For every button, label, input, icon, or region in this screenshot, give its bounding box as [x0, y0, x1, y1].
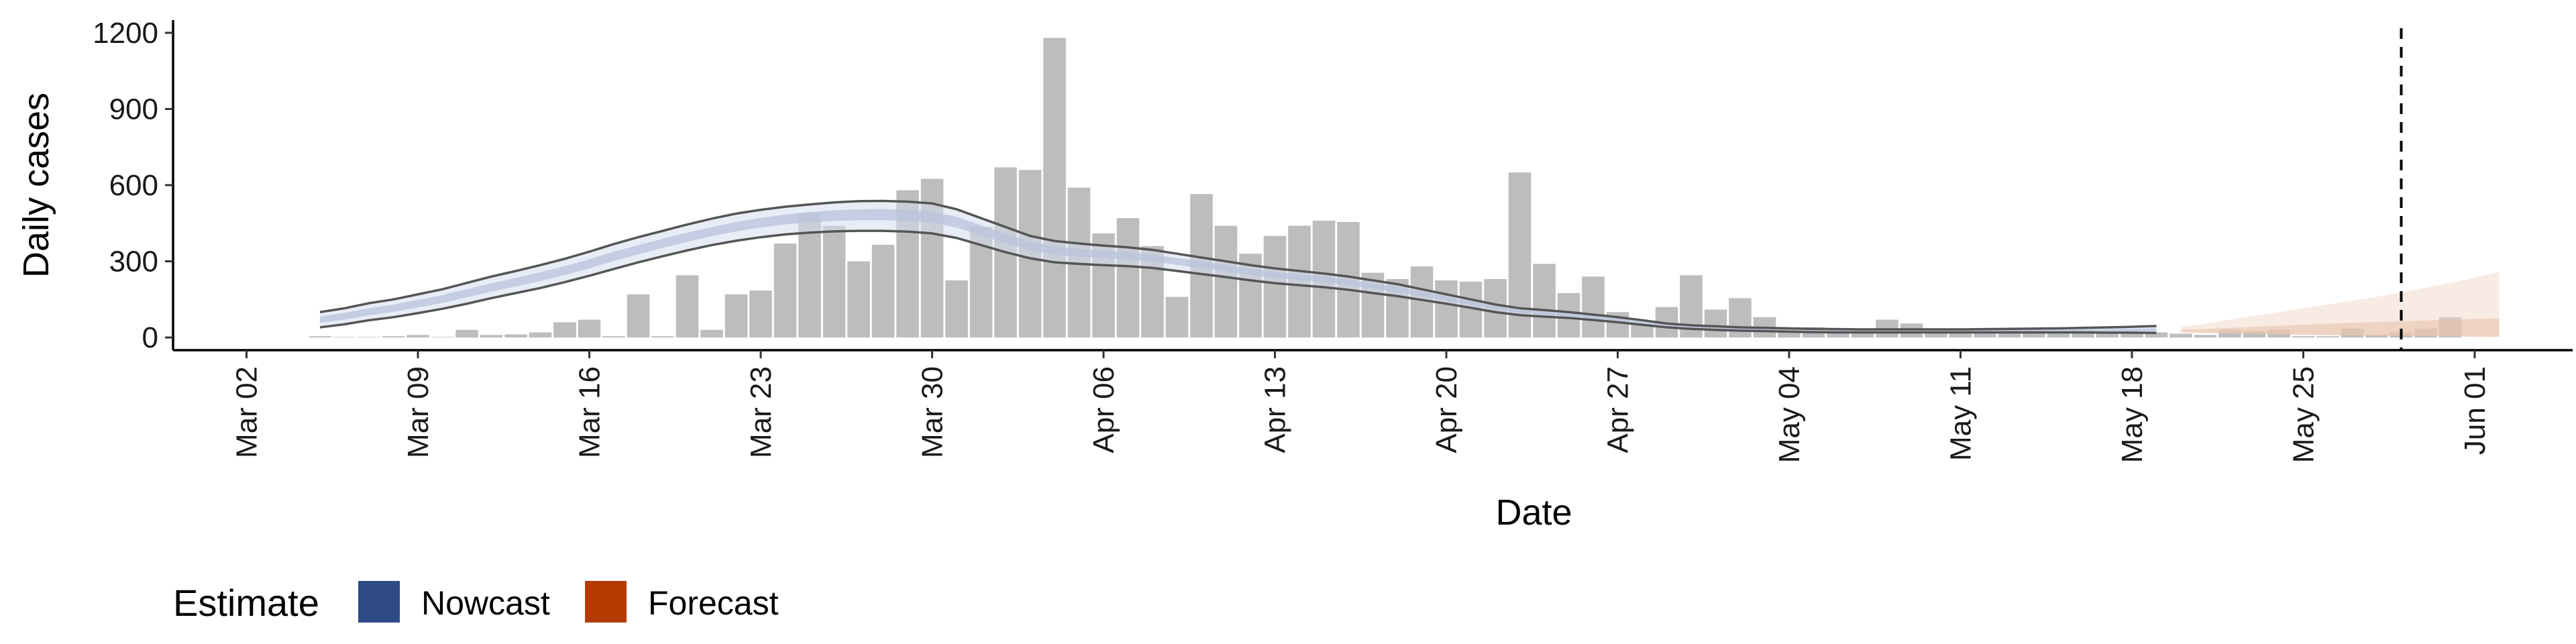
- x-tick-label: May 04: [1773, 366, 1806, 463]
- y-axis-title: Daily cases: [16, 93, 56, 278]
- x-tick-label: Mar 02: [231, 366, 264, 458]
- nowcast-inner-band: [320, 209, 2157, 332]
- bar: [651, 336, 674, 338]
- bar: [480, 335, 503, 338]
- bar: [822, 225, 846, 338]
- bar: [504, 334, 527, 338]
- bar: [2047, 331, 2070, 338]
- bar: [2218, 329, 2241, 338]
- x-tick-label: Mar 16: [574, 366, 606, 458]
- bar: [627, 294, 650, 338]
- bar: [1435, 280, 1458, 338]
- bar: [1631, 325, 1654, 338]
- bar: [1949, 329, 1972, 338]
- bar: [2121, 332, 2143, 338]
- bar: [1165, 297, 1189, 338]
- x-tick-label: Apr 27: [1602, 366, 1635, 453]
- bar: [1043, 38, 1066, 338]
- bar: [1925, 329, 1947, 338]
- y-tick-label: 0: [142, 321, 158, 354]
- bar: [773, 244, 797, 338]
- bar: [2194, 335, 2217, 338]
- bar: [1582, 276, 1605, 338]
- x-tick-label: May 18: [2116, 366, 2149, 463]
- bar: [2072, 332, 2094, 338]
- x-tick-label: Jun 01: [2459, 366, 2491, 455]
- bar: [1998, 329, 2021, 338]
- bar: [1214, 225, 1238, 338]
- bar: [2169, 333, 2192, 338]
- bar: [724, 294, 748, 338]
- y-tick-label: 1200: [93, 17, 158, 50]
- bar: [2243, 331, 2266, 338]
- bar: [2365, 335, 2388, 338]
- nowcast-upper-line: [319, 199, 2157, 331]
- nowcast-outer-band: [320, 201, 2157, 333]
- legend-label-forecast: Forecast: [648, 584, 779, 622]
- bar: [2145, 332, 2168, 338]
- bar: [553, 322, 576, 338]
- bands-layer: [319, 28, 2500, 350]
- bar: [407, 335, 429, 338]
- bar: [2292, 336, 2315, 338]
- x-tick-label: May 25: [2288, 366, 2320, 463]
- x-tick-label: Apr 06: [1087, 366, 1120, 453]
- bar: [749, 290, 772, 338]
- y-tick-label: 300: [109, 246, 158, 278]
- nowcast-lower-line: [319, 229, 2157, 335]
- bar: [529, 332, 552, 338]
- bar: [2316, 336, 2339, 338]
- forecast-inner-band: [2181, 318, 2500, 337]
- bar: [309, 336, 331, 338]
- x-tick-label: Mar 23: [745, 366, 777, 458]
- bar: [2023, 331, 2045, 338]
- labels-layer: 0 300 600 900 1200 Mar 02 Mar 09 Mar 16 Mar 23 Ma…: [16, 17, 2491, 533]
- x-tick-label: Mar 30: [916, 366, 949, 458]
- x-axis-title: Date: [1495, 492, 1572, 533]
- bar: [1263, 235, 1287, 338]
- legend-label-nowcast: Nowcast: [421, 584, 550, 622]
- bar: [700, 329, 723, 338]
- bar: [945, 280, 968, 338]
- bar: [602, 336, 625, 338]
- bar: [1533, 264, 1556, 338]
- axes-layer: [165, 20, 2573, 358]
- bar: [1974, 329, 1996, 338]
- legend-swatch-nowcast: [358, 581, 400, 623]
- bar: [871, 244, 895, 338]
- legend-title: Estimate: [173, 582, 319, 624]
- x-tick-label: Mar 09: [402, 366, 435, 458]
- bar: [2096, 332, 2119, 338]
- bar: [1851, 329, 1874, 338]
- bar: [847, 261, 870, 338]
- bar: [455, 329, 478, 338]
- legend-swatch-forecast: [585, 581, 627, 623]
- legend: Estimate Nowcast Forecast: [173, 581, 779, 624]
- bar: [578, 319, 601, 338]
- bar: [382, 336, 405, 338]
- x-tick-label: Apr 13: [1259, 366, 1292, 453]
- bar: [1704, 309, 1727, 338]
- x-tick-label: Apr 20: [1430, 366, 1463, 453]
- bar: [1116, 218, 1140, 338]
- x-tick-label: May 11: [1945, 366, 1978, 461]
- y-tick-label: 600: [109, 169, 158, 202]
- bar: [676, 275, 699, 338]
- y-tick-label: 900: [109, 93, 158, 125]
